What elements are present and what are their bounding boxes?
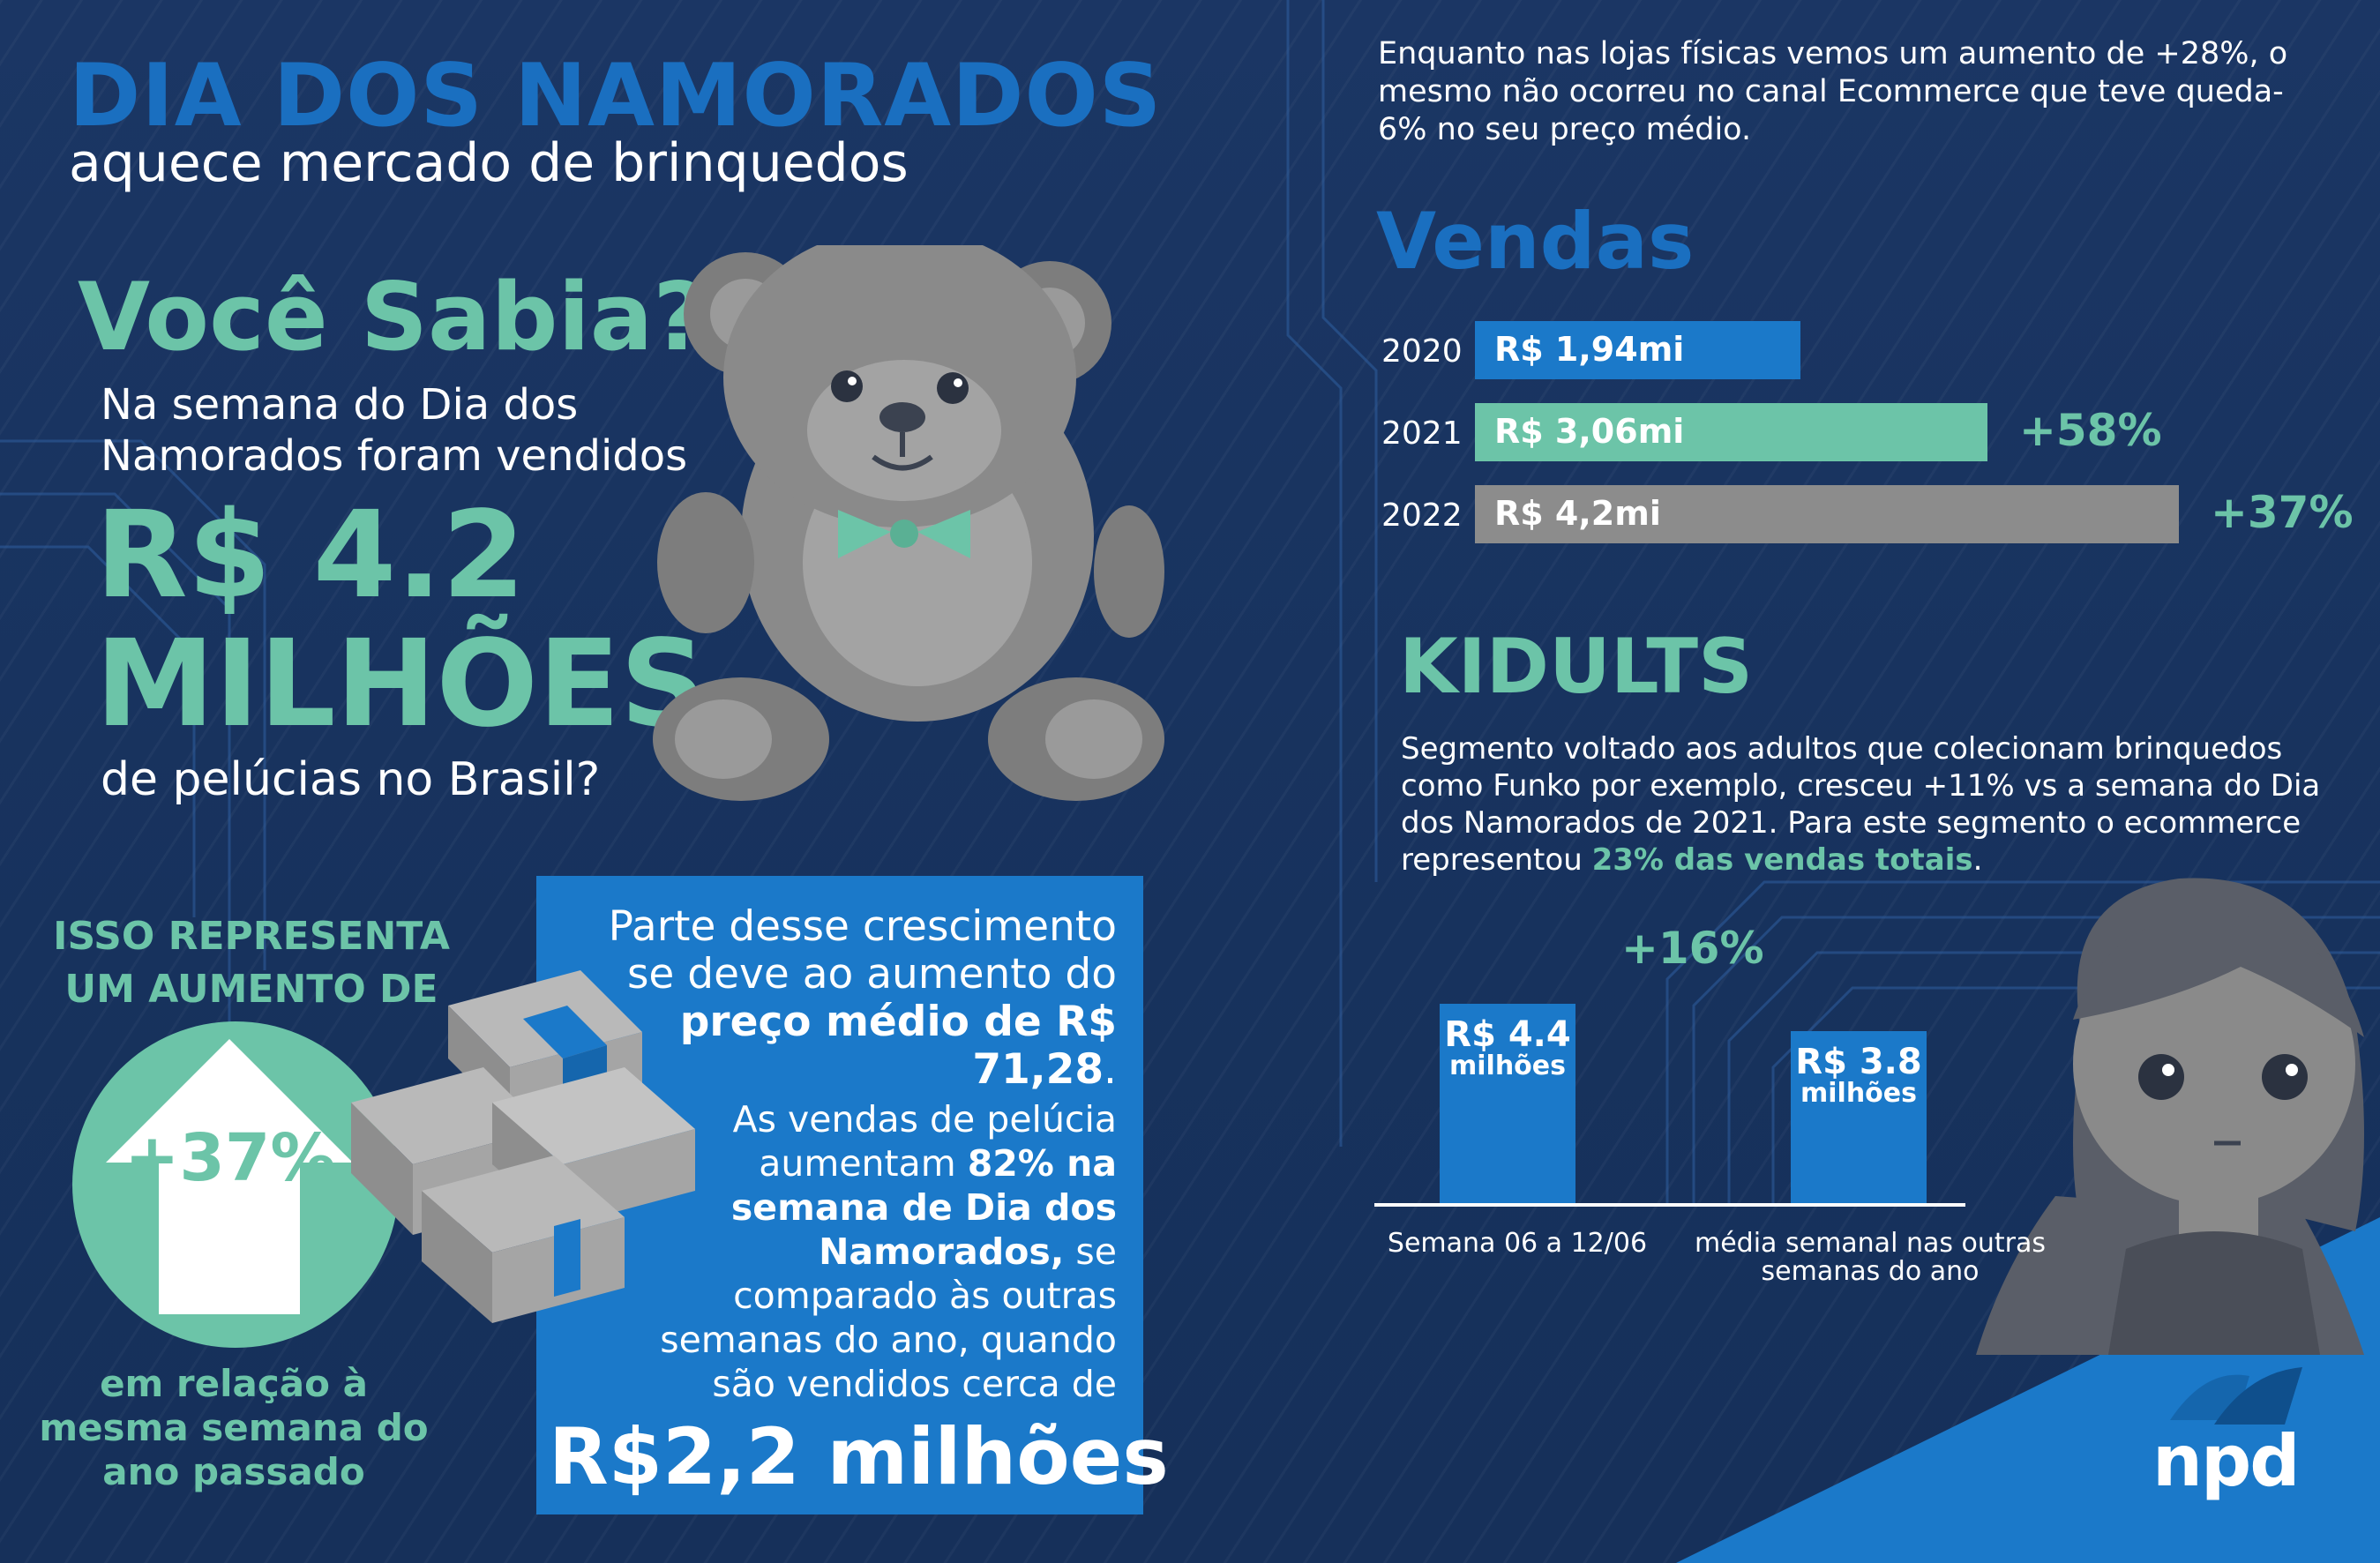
up-arrow-icon [106,1039,353,1314]
info-p2-text-1: As vendas de pelúcia aumentam [732,1098,1117,1185]
npd-logo-text: npd [2152,1420,2300,1502]
vendas-growth-label: +37% [2211,487,2354,538]
money-stacks-illustration [351,970,695,1323]
ecommerce-intro-text: Enquanto nas lojas físicas vemos um aume… [1378,36,2288,147]
kidults-description: Segmento voltado aos adultos que colecio… [1401,730,2336,879]
vendas-year-label: 2020 [1381,333,1463,370]
kidults-category-label: Semana 06 a 12/06 [1387,1228,1648,1259]
page-title: DIA DOS NAMORADOS [69,46,1163,146]
percent-increase: +37% [124,1120,336,1196]
kidults-bar-unit: milhões [1449,1051,1566,1081]
big-number-unit: MILHÕES [95,615,707,754]
kidults-title: KIDULTS [1399,623,1754,711]
page-subtitle: aquece mercado de brinquedos [69,132,909,194]
voce-sabia-heading: Você Sabia? [78,263,707,371]
big-number: R$ 4.2 [95,486,526,625]
kidults-growth: +16% [1621,923,1764,974]
kidults-axis-line [1374,1203,1965,1207]
kidults-bar-unit: milhões [1800,1078,1917,1109]
kidults-desc-text: Segmento voltado aos adultos que colecio… [1401,731,2321,878]
info-p2-bold: 82% na semana de Dia dos Namorados, [730,1142,1117,1273]
vendas-growth-label: +58% [2019,405,2162,456]
vendas-bar-value: R$ 3,06mi [1494,412,1685,451]
info-p1-end: . [1104,1045,1117,1094]
isso-representa-text: ISSO REPRESENTA UM AUMENTO DE [53,914,450,1012]
vendas-bar-value: R$ 1,94mi [1494,330,1685,369]
vendas-title: Vendas [1376,196,1695,287]
pelucias-text: de pelúcias no Brasil? [101,753,601,806]
kidults-highlight: 23% das vendas totais [1591,842,1973,878]
vendas-bar-value: R$ 4,2mi [1494,494,1661,533]
kidults-bar [1791,1031,1927,1203]
vendas-bar [1475,321,1800,379]
info-p1-text: Parte desse crescimento se deve ao aumen… [608,902,1117,998]
info-p1-bold: preço médio de R$ 71,28 [679,998,1117,1094]
kidults-bar-value: R$ 3.8 milhões [1791,1043,1927,1107]
em-relacao-text: em relação à mesma semana do ano passado [39,1362,429,1493]
girl-illustration [1976,878,2364,1355]
info-box-big-value: R$2,2 milhões [549,1411,1169,1502]
info-box-paragraph-1: Parte desse crescimento se deve ao aumen… [549,903,1117,1094]
kidults-bar-amount: R$ 4.4 [1444,1014,1571,1055]
kidults-bar-amount: R$ 3.8 [1795,1042,1922,1082]
npd-logo-icon [2170,1367,2302,1425]
info-box-paragraph-2: As vendas de pelúcia aumentam 82% na sem… [617,1097,1117,1406]
intro-text: Na semana do Dia dos Namorados foram ven… [101,380,688,481]
vendas-bar [1475,485,2179,543]
kidults-desc-end: . [1972,842,1983,878]
info-p2-text-2: se comparado às outras semanas do ano, q… [660,1230,1117,1405]
kidults-category-label: média semanal nas outras semanas do ano [1695,1228,2046,1287]
kidults-bar [1440,1004,1575,1203]
kidults-bar-value: R$ 4.4 milhões [1440,1016,1575,1080]
teddy-bear-illustration [653,245,1164,801]
vendas-year-label: 2022 [1381,497,1463,534]
vendas-bar [1475,403,1987,461]
vendas-year-label: 2021 [1381,415,1463,452]
